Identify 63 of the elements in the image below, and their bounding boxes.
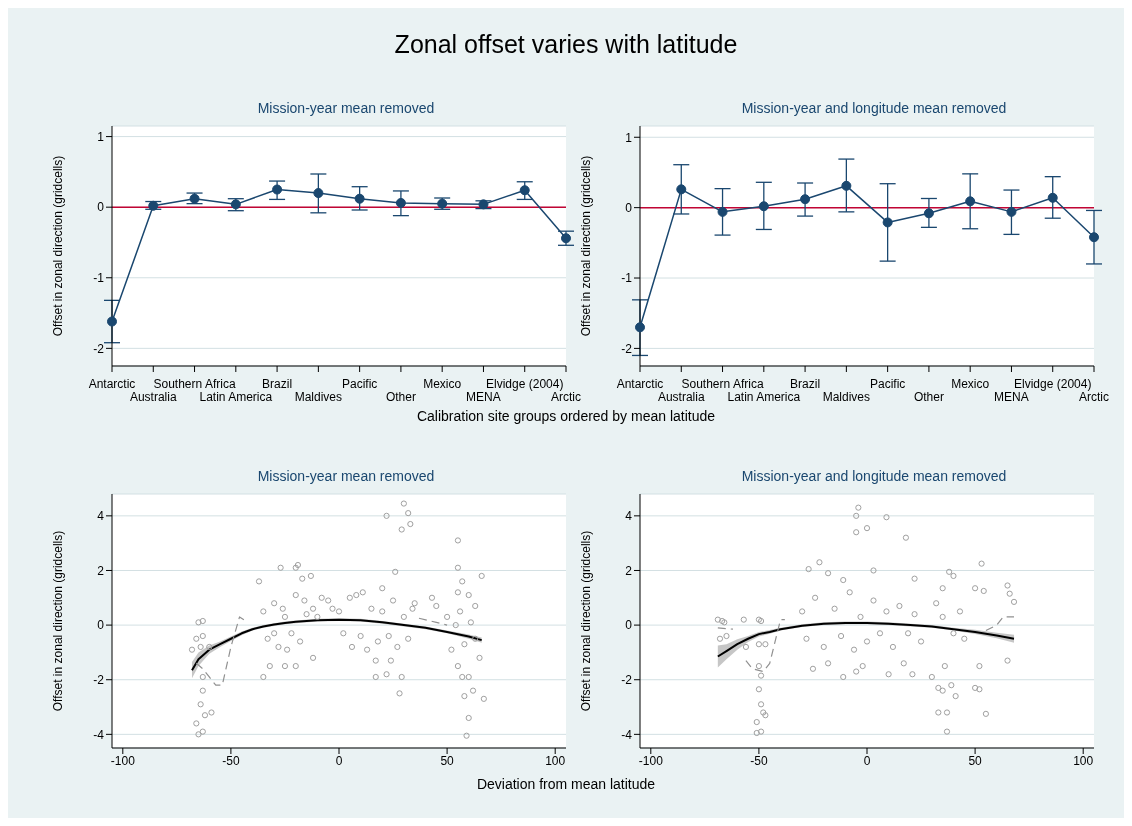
- x-tick-label: Arctic: [1079, 390, 1109, 404]
- x-tick-label: Other: [385, 390, 416, 404]
- y-tick-label: -4: [621, 727, 633, 742]
- x-tick-label: Elvidge (2004): [1014, 377, 1092, 391]
- y-tick-label: 4: [625, 509, 633, 524]
- x-tick-label: Antarctic: [88, 377, 136, 391]
- y-tick-label: -2: [93, 672, 105, 687]
- x-tick-label: MENA: [466, 390, 501, 404]
- y-tick-label: 1: [625, 130, 633, 145]
- y-axis-title: Offset in zonal direction (gridcells): [579, 155, 594, 337]
- x-tick-label: Latin America: [727, 390, 801, 404]
- x-tick-label: Other: [913, 390, 944, 404]
- x-tick-label: -50: [222, 753, 240, 768]
- y-tick-label: -4: [93, 727, 105, 742]
- chart-title: Mission-year and longitude mean removed: [740, 468, 1008, 486]
- x-tick-label: Latin America: [199, 390, 273, 404]
- x-tick-label: 50: [440, 753, 455, 768]
- x-tick-label: Mexico: [951, 377, 990, 391]
- x-tick-label: 100: [545, 753, 566, 768]
- y-tick-label: 0: [625, 618, 633, 633]
- x-tick-label: Pacific: [869, 377, 906, 391]
- y-tick-label: 0: [97, 200, 105, 215]
- chart-title: Mission-year and longitude mean removed: [740, 100, 1008, 118]
- chart-title: Mission-year mean removed: [256, 100, 436, 118]
- y-tick-label: 0: [625, 200, 633, 215]
- x-tick-label: Brazil: [262, 377, 293, 391]
- x-tick-label: Southern Africa: [681, 377, 764, 391]
- y-tick-label: -1: [621, 271, 633, 286]
- x-tick-label: Australia: [657, 390, 705, 404]
- x-tick-label: Maldives: [822, 390, 871, 404]
- y-axis-title: Offset in zonal direction (gridcells): [51, 530, 66, 712]
- x-tick-label: 50: [968, 753, 983, 768]
- x-tick-label: MENA: [994, 390, 1029, 404]
- y-tick-label: 2: [625, 563, 633, 578]
- y-tick-label: 4: [97, 509, 105, 524]
- y-axis-title: Offset in zonal direction (gridcells): [579, 530, 594, 712]
- y-axis-title: Offset in zonal direction (gridcells): [51, 155, 66, 337]
- y-tick-label: 0: [97, 618, 105, 633]
- x-tick-label: Arctic: [551, 390, 581, 404]
- y-tick-label: -2: [621, 341, 633, 356]
- x-axis-title: Deviation from mean latitude: [475, 776, 657, 792]
- x-tick-label: -100: [110, 753, 136, 768]
- x-tick-label: Antarctic: [616, 377, 664, 391]
- y-tick-label: 2: [97, 563, 105, 578]
- x-tick-label: 0: [335, 753, 343, 768]
- x-tick-label: 100: [1073, 753, 1094, 768]
- x-tick-label: Mexico: [423, 377, 462, 391]
- x-tick-label: Australia: [129, 390, 177, 404]
- x-tick-label: Southern Africa: [153, 377, 236, 391]
- x-tick-label: -50: [750, 753, 768, 768]
- chart-title: Mission-year mean removed: [256, 468, 436, 486]
- x-tick-label: Pacific: [341, 377, 378, 391]
- x-tick-label: -100: [638, 753, 664, 768]
- y-tick-label: -2: [621, 672, 633, 687]
- x-tick-label: Elvidge (2004): [486, 377, 564, 391]
- y-tick-label: -1: [93, 271, 105, 286]
- y-tick-label: 1: [97, 129, 105, 144]
- y-tick-label: -2: [93, 341, 105, 356]
- text: Zonal offset varies with latitude: [393, 30, 739, 59]
- x-axis-title: Calibration site groups ordered by mean latitude: [415, 408, 717, 424]
- x-tick-label: Maldives: [294, 390, 343, 404]
- x-tick-label: Brazil: [790, 377, 821, 391]
- x-tick-label: 0: [863, 753, 871, 768]
